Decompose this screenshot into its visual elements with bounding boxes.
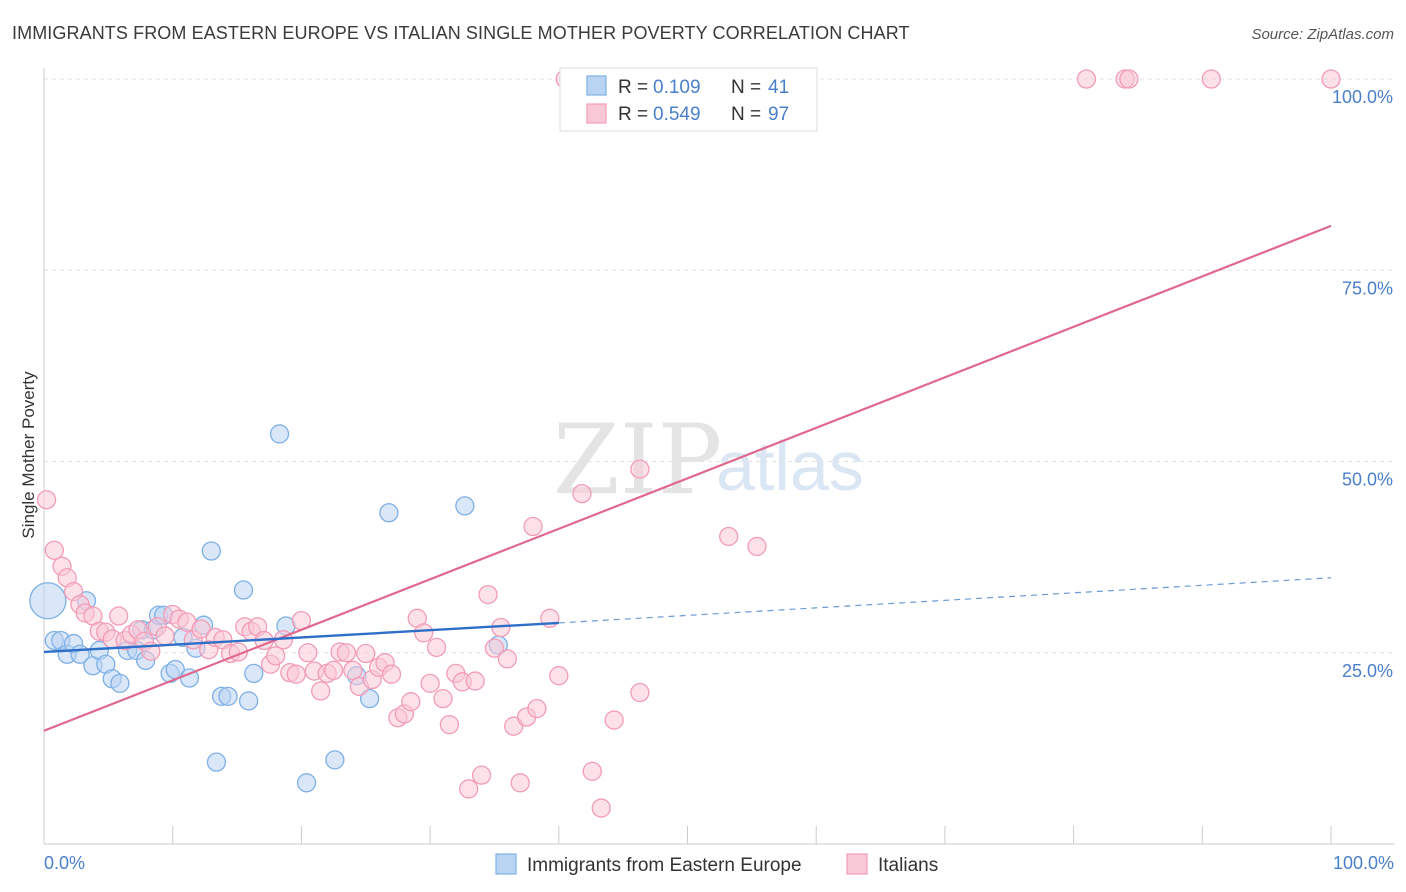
y-tick-label-50: 50.0% xyxy=(1342,470,1393,490)
eastern-europe-point xyxy=(201,541,221,561)
bottom-legend-label-eastern-europe: Immigrants from Eastern Europe xyxy=(527,855,802,876)
italians-point xyxy=(381,664,402,684)
eastern-europe-trend-extension xyxy=(558,577,1332,624)
italians-point xyxy=(604,710,624,730)
eastern-europe-point xyxy=(244,663,264,684)
italians-point xyxy=(591,798,611,818)
italians-point xyxy=(1119,69,1139,89)
italians-point xyxy=(527,698,547,719)
italians-point xyxy=(401,692,421,712)
bottom-legend-swatch-eastern-europe xyxy=(495,853,517,875)
italians-point xyxy=(478,584,498,605)
bottom-legend-swatch-italians xyxy=(846,853,868,875)
italians-point xyxy=(420,673,440,693)
italians-point xyxy=(44,540,64,560)
y-tick-label-75: 75.0% xyxy=(1342,278,1393,298)
bottom-legend-label-italians: Italians xyxy=(878,855,938,876)
italians-point xyxy=(471,765,492,785)
italians-point xyxy=(336,643,357,663)
italians-point xyxy=(191,619,211,639)
italians-point xyxy=(465,671,485,691)
italians-point xyxy=(36,490,57,510)
x-tick-label-max: 100.0% xyxy=(1333,853,1394,873)
legend-n-label-2: N = xyxy=(731,104,761,125)
italians-point xyxy=(747,536,767,557)
y-tick-label-25: 25.0% xyxy=(1342,661,1393,681)
eastern-europe-point xyxy=(296,773,317,793)
italians-point xyxy=(266,646,286,666)
chart-title: IMMIGRANTS FROM EASTERN EUROPE VS ITALIA… xyxy=(12,23,910,43)
italians-point xyxy=(523,516,543,537)
italians-point xyxy=(459,779,479,799)
italians-point xyxy=(510,773,530,793)
legend-swatch-eastern-europe xyxy=(586,75,607,96)
italians-point xyxy=(439,715,460,735)
eastern-europe-point xyxy=(29,582,67,620)
italians-point xyxy=(343,660,363,680)
italians-trend-line xyxy=(43,224,1332,732)
italians-point xyxy=(108,606,129,626)
eastern-europe-point xyxy=(325,750,345,770)
italians-point xyxy=(719,526,739,547)
eastern-europe-point xyxy=(379,503,399,523)
axes xyxy=(43,68,1395,845)
legend-r-value-1: 0.109 xyxy=(653,77,701,98)
legend-n-label-1: N = xyxy=(731,77,761,98)
italians-point xyxy=(323,660,344,680)
italians-point xyxy=(298,643,318,663)
italians-point xyxy=(572,483,592,504)
eastern-europe-trend-line xyxy=(43,621,559,654)
scatter-points xyxy=(29,69,1341,818)
stats-legend: R = 0.109 N = 41 R = 0.549 N = 97 xyxy=(559,67,818,132)
italians-point xyxy=(1321,69,1341,89)
series-legend: Immigrants from Eastern Europe Italians xyxy=(495,853,938,876)
eastern-europe-point xyxy=(110,673,130,693)
italians-point xyxy=(630,682,650,703)
eastern-europe-point xyxy=(359,689,380,709)
italians-point xyxy=(549,666,569,686)
chart-source: Source: ZipAtlas.com xyxy=(1251,26,1394,43)
legend-n-value-1: 41 xyxy=(768,77,789,98)
eastern-europe-point xyxy=(233,580,254,600)
eastern-europe-point xyxy=(455,496,475,516)
watermark-atlas: atlas xyxy=(716,427,864,505)
eastern-europe-point xyxy=(218,686,238,707)
eastern-europe-point xyxy=(238,691,259,711)
italians-point xyxy=(433,689,453,709)
eastern-europe-point xyxy=(206,752,227,772)
y-axis-label: Single Mother Poverty xyxy=(19,371,38,539)
legend-swatch-italians xyxy=(586,103,607,124)
eastern-europe-point xyxy=(269,424,290,444)
legend-r-label-1: R = xyxy=(618,77,648,98)
trend-lines xyxy=(43,224,1332,732)
italians-point xyxy=(630,459,650,479)
italians-point xyxy=(497,649,517,669)
x-tick-label-min: 0.0% xyxy=(44,853,85,873)
italians-point xyxy=(1201,69,1221,89)
italians-point xyxy=(155,626,175,646)
italians-point xyxy=(311,681,331,701)
italians-point xyxy=(426,637,447,658)
italians-point xyxy=(414,623,434,643)
legend-n-value-2: 97 xyxy=(768,104,789,125)
legend-r-value-2: 0.549 xyxy=(653,104,701,125)
legend-r-label-2: R = xyxy=(618,104,648,125)
italians-point xyxy=(286,664,306,684)
italians-point xyxy=(484,638,505,658)
italians-point xyxy=(582,761,602,781)
italians-point xyxy=(1076,69,1097,89)
y-tick-labels: 25.0% 50.0% 75.0% 100.0% xyxy=(1332,87,1393,681)
grid-lines xyxy=(44,78,1395,654)
y-tick-label-100: 100.0% xyxy=(1332,87,1393,107)
italians-point xyxy=(356,643,376,664)
